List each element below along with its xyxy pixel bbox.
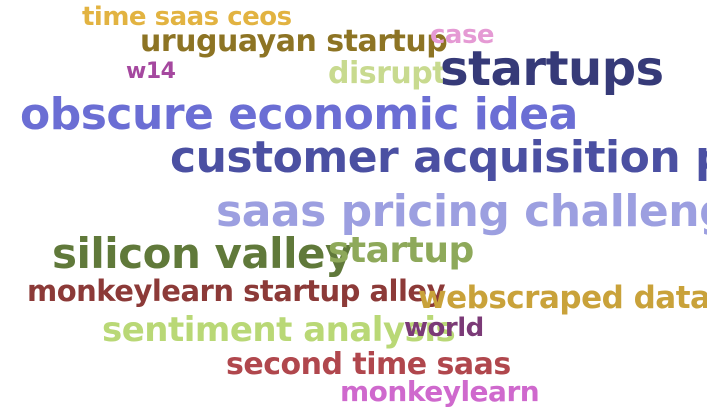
word-webscraped-data: webscraped data — [418, 280, 707, 316]
word-startup: startup — [328, 230, 474, 271]
word-obscure-economic-idea: obscure economic idea — [20, 89, 578, 140]
word-uruguayan-startup: uruguayan startup — [140, 24, 448, 59]
word-world: world — [404, 313, 484, 343]
word-time-saas-ceos: time saas ceos — [82, 2, 292, 32]
word-monkeylearn-startup-alley: monkeylearn startup alley — [27, 274, 445, 308]
word-customer-acquisition-plan: customer acquisition plan — [170, 132, 707, 183]
word-w14: w14 — [126, 59, 176, 84]
word-case: case — [430, 20, 495, 50]
word-second-time-saas: second time saas — [226, 347, 511, 382]
word-saas-pricing-challenges: saas pricing challenges — [216, 186, 707, 237]
word-monkeylearn: monkeylearn — [340, 375, 540, 408]
word-startups: startups — [440, 41, 664, 97]
word-silicon-valley: silicon valley — [52, 229, 352, 278]
word-sentiment-analysis: sentiment analysis — [102, 310, 456, 350]
word-disrupt: disrupt — [328, 56, 447, 91]
